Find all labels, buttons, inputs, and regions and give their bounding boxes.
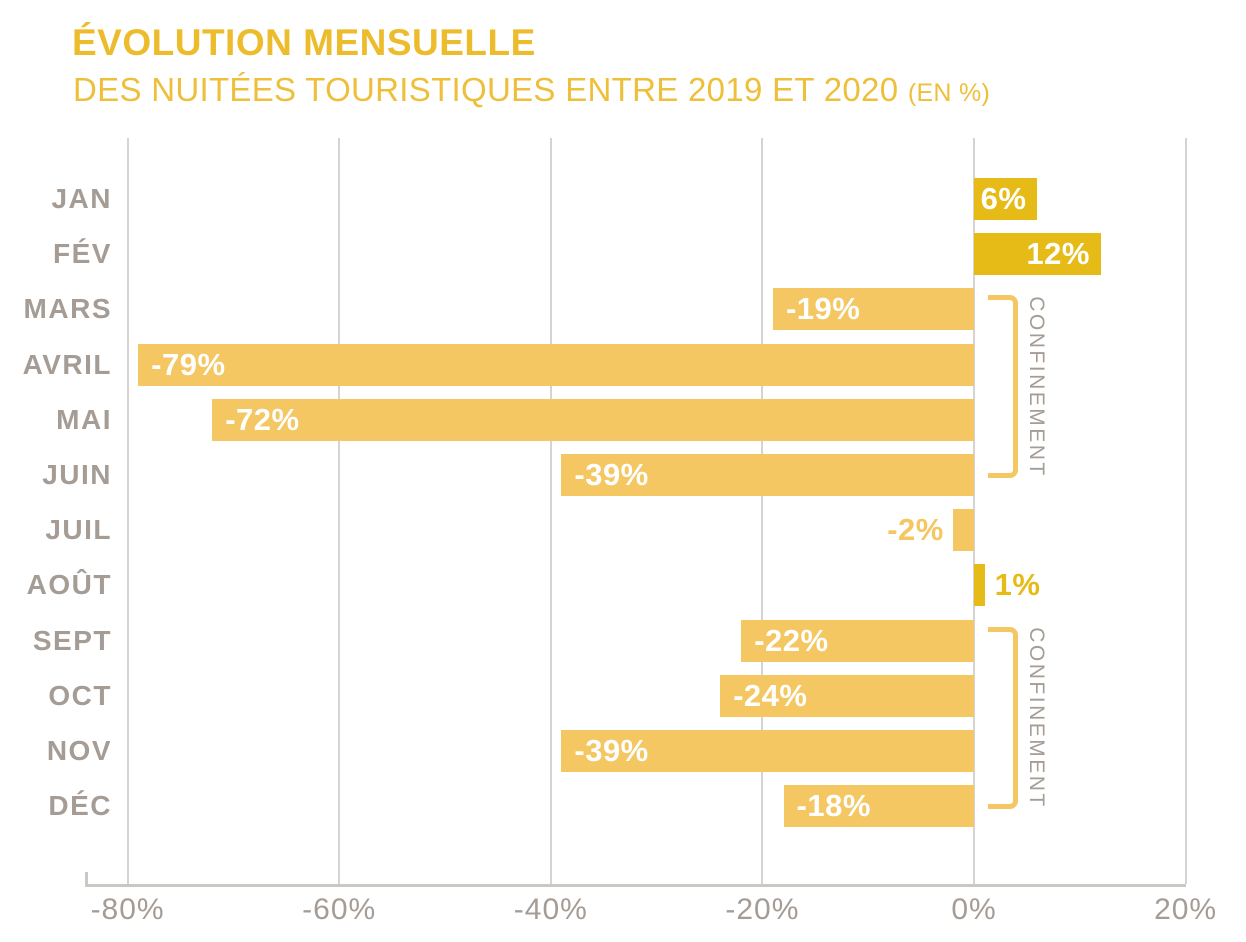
bar-avril: -79% — [138, 343, 974, 386]
x-tick-label: -60% — [302, 893, 377, 926]
row-label-nov: NOV — [46, 735, 112, 766]
bar-value-label: -24% — [733, 677, 808, 713]
bar-value-label: -39% — [574, 457, 649, 492]
row-label-avril: AVRIL — [22, 348, 112, 380]
x-tick-label: -20% — [725, 893, 800, 926]
bar-value-label: 1% — [994, 567, 1041, 603]
bar-aout — [974, 564, 985, 607]
bar-value-label: -79% — [151, 346, 226, 382]
row-label-juin: JUIN — [42, 459, 112, 490]
x-axis-line — [85, 884, 1186, 887]
chart-subtitle-text: DES NUITÉES TOURISTIQUES ENTRE 2019 ET 2… — [73, 71, 899, 108]
bar-value-label: -39% — [574, 733, 649, 768]
bar-value-label: -22% — [754, 622, 829, 658]
gridline — [126, 138, 129, 884]
chart-subtitle: DES NUITÉES TOURISTIQUES ENTRE 2019 ET 2… — [73, 71, 990, 109]
row-label-dec: DÉC — [48, 790, 112, 822]
x-tick-label: -40% — [513, 893, 588, 926]
x-axis-left-cap — [85, 872, 88, 885]
row-label-oct: OCT — [48, 679, 112, 711]
bar-juil — [952, 509, 974, 552]
bar-nov: -39% — [561, 730, 974, 772]
gridline — [338, 138, 341, 884]
bar-jan: 6% — [974, 178, 1038, 220]
x-tick-label: 20% — [1154, 893, 1218, 926]
confinement-bracket — [988, 626, 1018, 810]
bar-value-label: -18% — [796, 788, 871, 824]
x-tick-label: -80% — [90, 893, 165, 926]
confinement-bracket — [988, 295, 1018, 478]
confinement-label: CONFINEMENT — [1025, 295, 1048, 478]
row-label-jan: JAN — [51, 183, 112, 214]
bar-value-label: 12% — [1026, 236, 1090, 272]
bar-oct: -24% — [720, 674, 974, 717]
bar-value-label: 6% — [980, 181, 1027, 216]
bar-mars: -19% — [772, 288, 974, 331]
confinement-label: CONFINEMENT — [1025, 627, 1048, 809]
bar-juin: -39% — [561, 454, 974, 496]
bar-fev: 12% — [974, 233, 1101, 276]
bar-value-label: -72% — [225, 401, 300, 437]
bar-sept: -22% — [741, 619, 974, 662]
row-label-fev: FÉV — [53, 238, 112, 270]
x-tick-label: 0% — [951, 893, 997, 926]
chart-subtitle-note: (EN %) — [907, 79, 991, 107]
row-label-aout: AOÛT — [26, 569, 112, 601]
row-label-mai: MAI — [56, 403, 112, 435]
bar-value-label: -2% — [887, 512, 944, 548]
gridline — [1184, 138, 1187, 884]
gridline — [761, 138, 764, 884]
row-label-sept: SEPT — [32, 624, 112, 656]
chart-title: ÉVOLUTION MENSUELLE — [72, 22, 536, 63]
row-label-juil: JUIL — [45, 514, 112, 546]
gridline — [549, 138, 552, 884]
bar-dec: -18% — [783, 785, 974, 828]
row-label-mars: MARS — [23, 293, 112, 325]
bar-mai: -72% — [212, 398, 974, 441]
bar-value-label: -19% — [785, 291, 861, 327]
gridline — [973, 138, 975, 884]
